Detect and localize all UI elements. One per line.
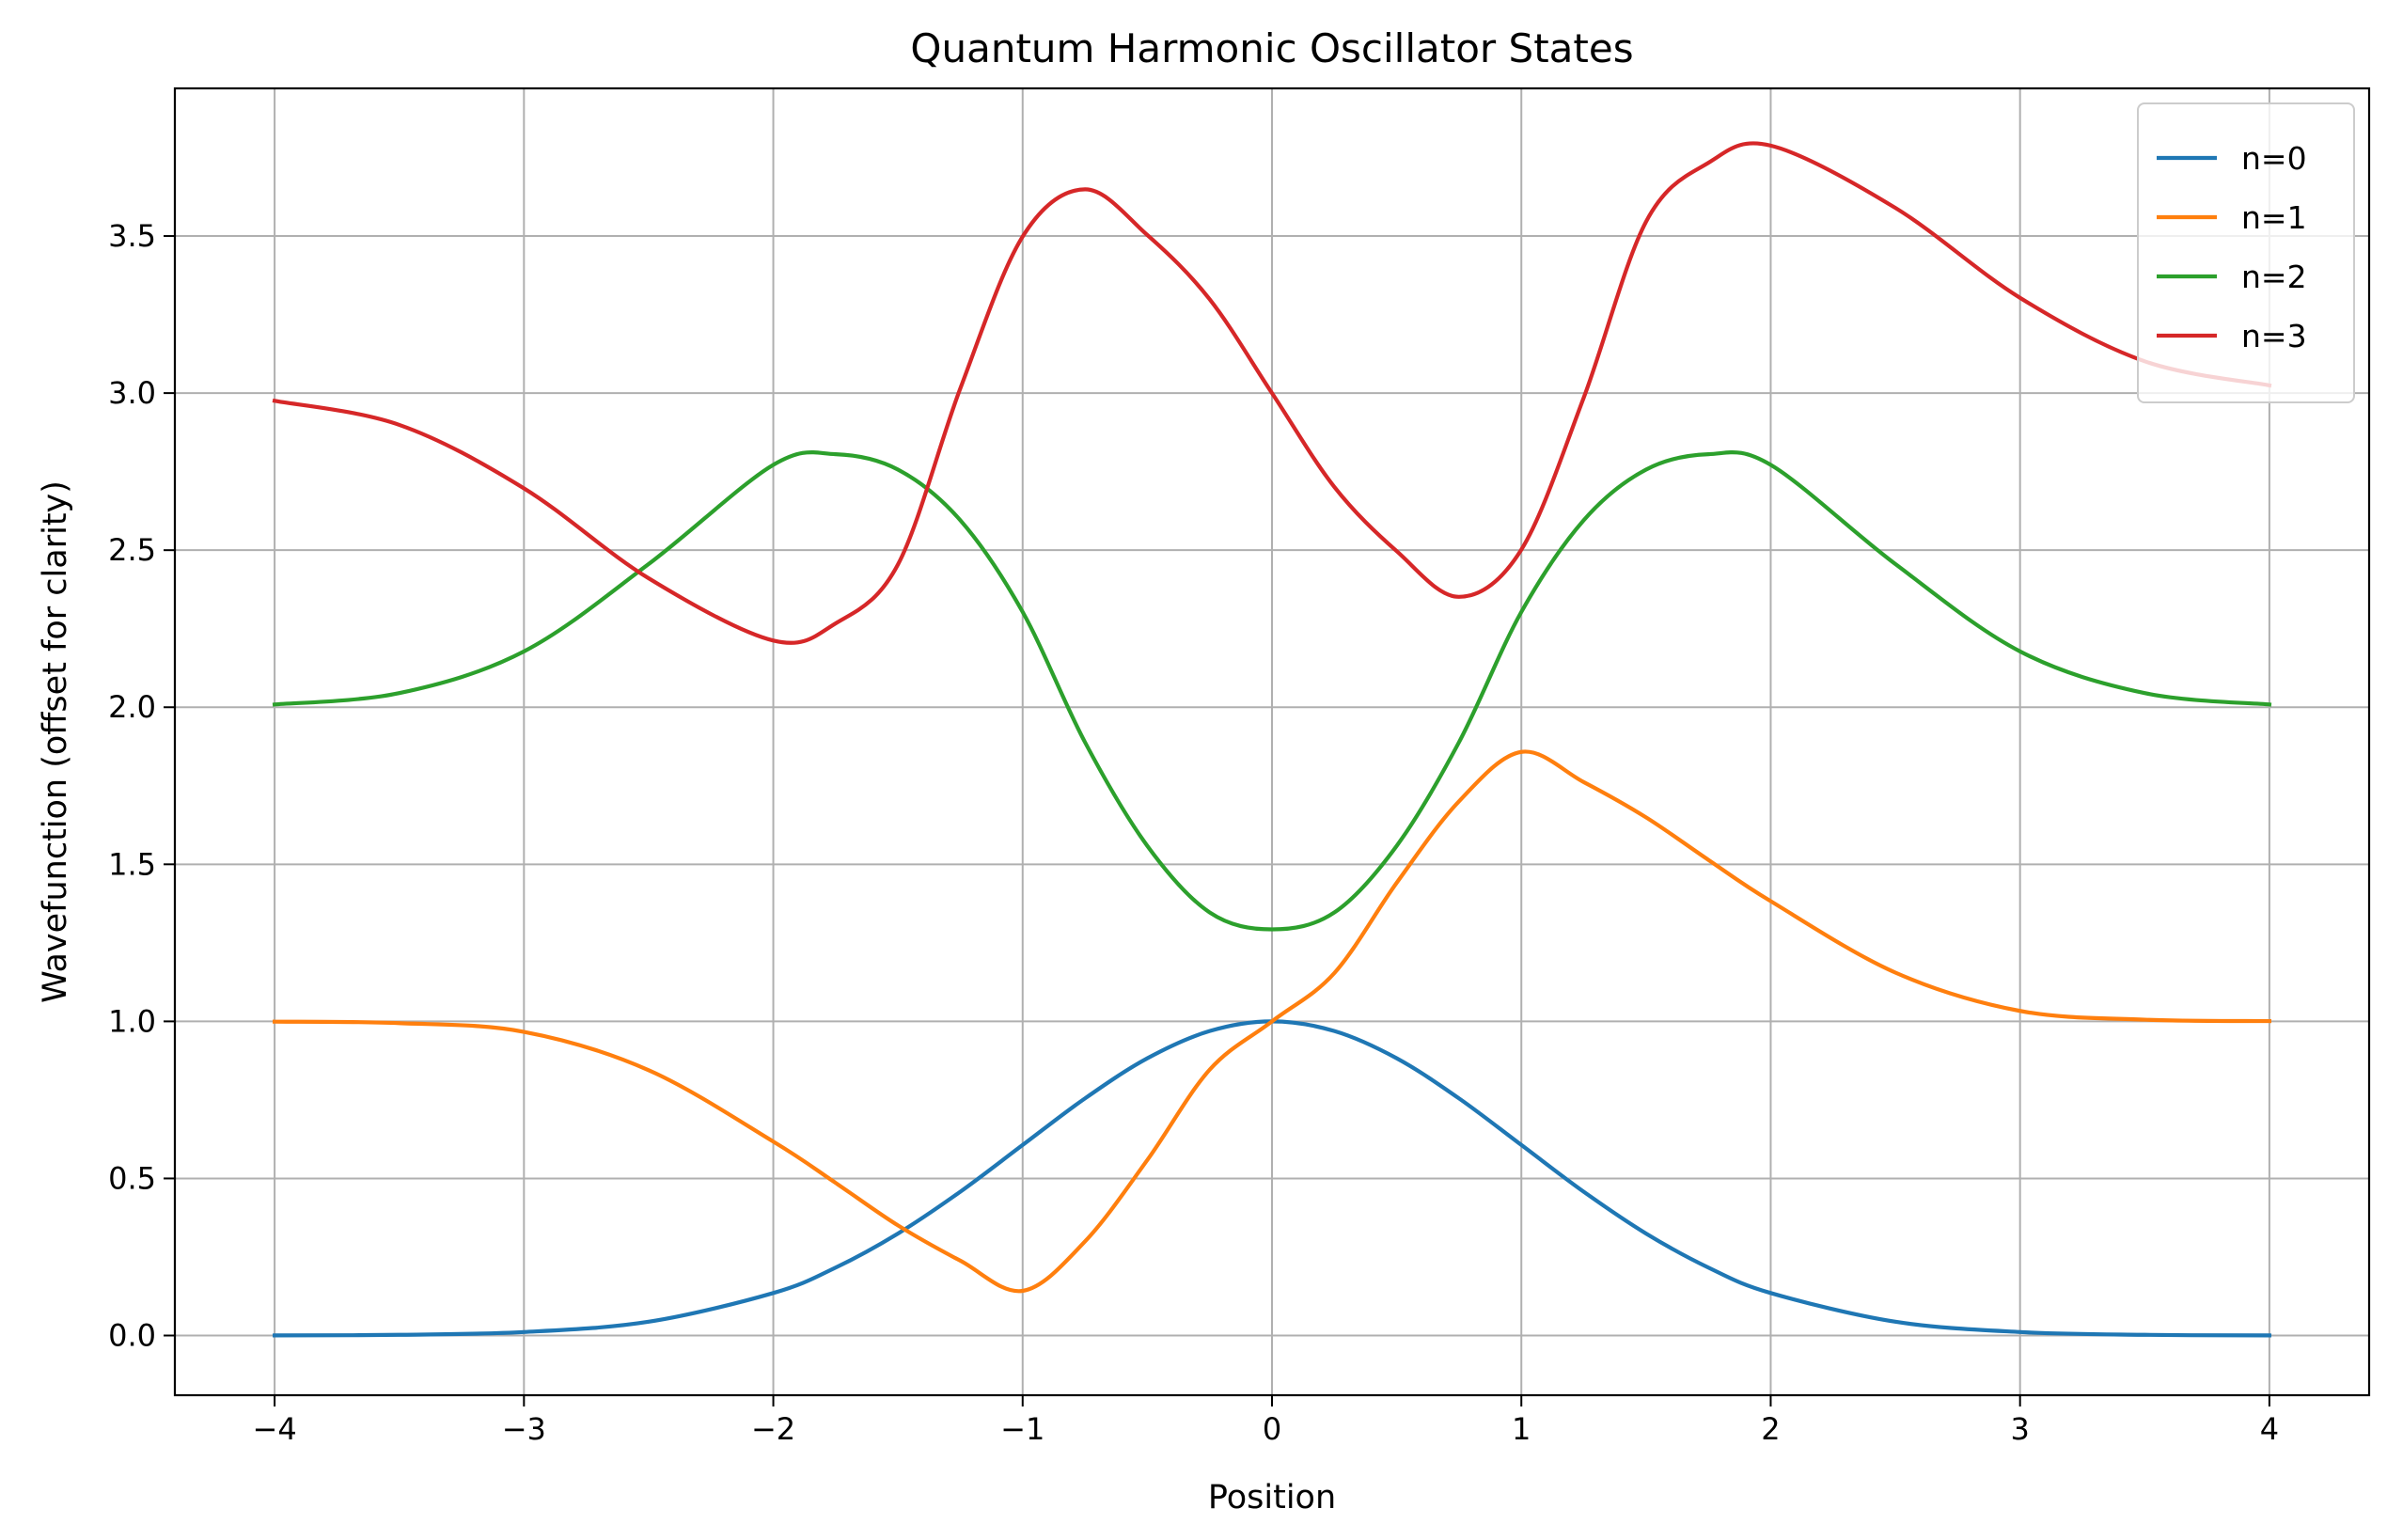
y-axis-label: Wavefunction (offset for clarity) <box>37 480 74 1003</box>
series-line-n=2 <box>272 449 2272 932</box>
y-tick-label: 1.5 <box>108 846 156 882</box>
legend-label: n=3 <box>2241 318 2307 354</box>
x-tick-label: −1 <box>1000 1411 1044 1447</box>
x-tick-label: 3 <box>2011 1411 2030 1447</box>
x-axis-label: Position <box>1208 1479 1336 1516</box>
legend-box <box>2137 102 2355 403</box>
y-tick-label: 2.5 <box>108 532 156 568</box>
chart-title: Quantum Harmonic Oscillator States <box>910 25 1633 71</box>
legend-label: n=0 <box>2241 140 2307 177</box>
y-ticks: 0.0 0.5 1.0 1.5 2.0 2.5 3.0 3.5 <box>108 218 175 1354</box>
y-tick-label: 2.0 <box>108 689 156 725</box>
legend-item: n=0 <box>2157 140 2307 177</box>
x-tick-label: 2 <box>1761 1411 1780 1447</box>
x-tick-label: −3 <box>502 1411 546 1447</box>
legend-item: n=3 <box>2157 318 2307 354</box>
y-tick-label: 1.0 <box>108 1003 156 1039</box>
x-tick-label: −4 <box>253 1411 297 1447</box>
y-tick-label: 3.5 <box>108 218 156 254</box>
series-group <box>272 141 2272 1338</box>
y-tick-label: 0.5 <box>108 1160 156 1196</box>
x-tick-label: −2 <box>751 1411 795 1447</box>
x-ticks: −4 −3 −2 −1 0 1 2 3 4 <box>253 1395 2279 1447</box>
legend: n=0 n=1 n=2 n=3 <box>2137 102 2355 403</box>
series-line-n=3 <box>272 141 2272 645</box>
y-tick-label: 0.0 <box>108 1318 156 1354</box>
legend-label: n=2 <box>2241 259 2307 295</box>
y-tick-label: 3.0 <box>108 375 156 411</box>
x-tick-label: 4 <box>2260 1411 2279 1447</box>
grid <box>175 88 2369 1395</box>
x-tick-label: 1 <box>1512 1411 1531 1447</box>
x-tick-label: 0 <box>1263 1411 1281 1447</box>
series-line-n=1 <box>272 749 2272 1294</box>
legend-label: n=1 <box>2241 199 2307 236</box>
legend-item: n=1 <box>2157 199 2307 236</box>
legend-item: n=2 <box>2157 259 2307 295</box>
